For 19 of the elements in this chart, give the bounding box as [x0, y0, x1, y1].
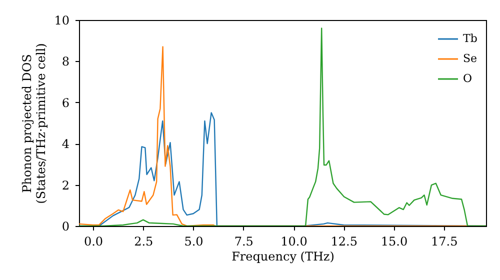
- x-tick-label: 15.0: [380, 234, 408, 248]
- x-tick-label: 17.5: [431, 234, 458, 248]
- y-axis-title: Phonon projected DOS (States/THz·primitive cell): [20, 43, 48, 204]
- x-axis-title: Frequency (THz): [232, 250, 334, 264]
- y-tick-label: 4: [62, 137, 70, 152]
- legend-label: O: [463, 72, 472, 85]
- x-tick-label: 2.5: [134, 234, 154, 248]
- y-tick-label: 2: [62, 178, 70, 192]
- y-tick-label: 6: [62, 96, 70, 110]
- x-tick-label: 0.0: [84, 234, 104, 248]
- y-tick-label: 10: [54, 14, 70, 28]
- legend-label: Se: [463, 52, 478, 65]
- x-tick-label: 12.5: [330, 234, 358, 248]
- x-tick-label: 5.0: [184, 234, 204, 248]
- x-tick-label: 10.0: [280, 234, 308, 248]
- legend-label: Tb: [463, 32, 478, 45]
- x-tick-label: 7.5: [234, 234, 254, 248]
- y-tick-label: 0: [62, 220, 70, 234]
- y-tick-label: 8: [62, 54, 70, 69]
